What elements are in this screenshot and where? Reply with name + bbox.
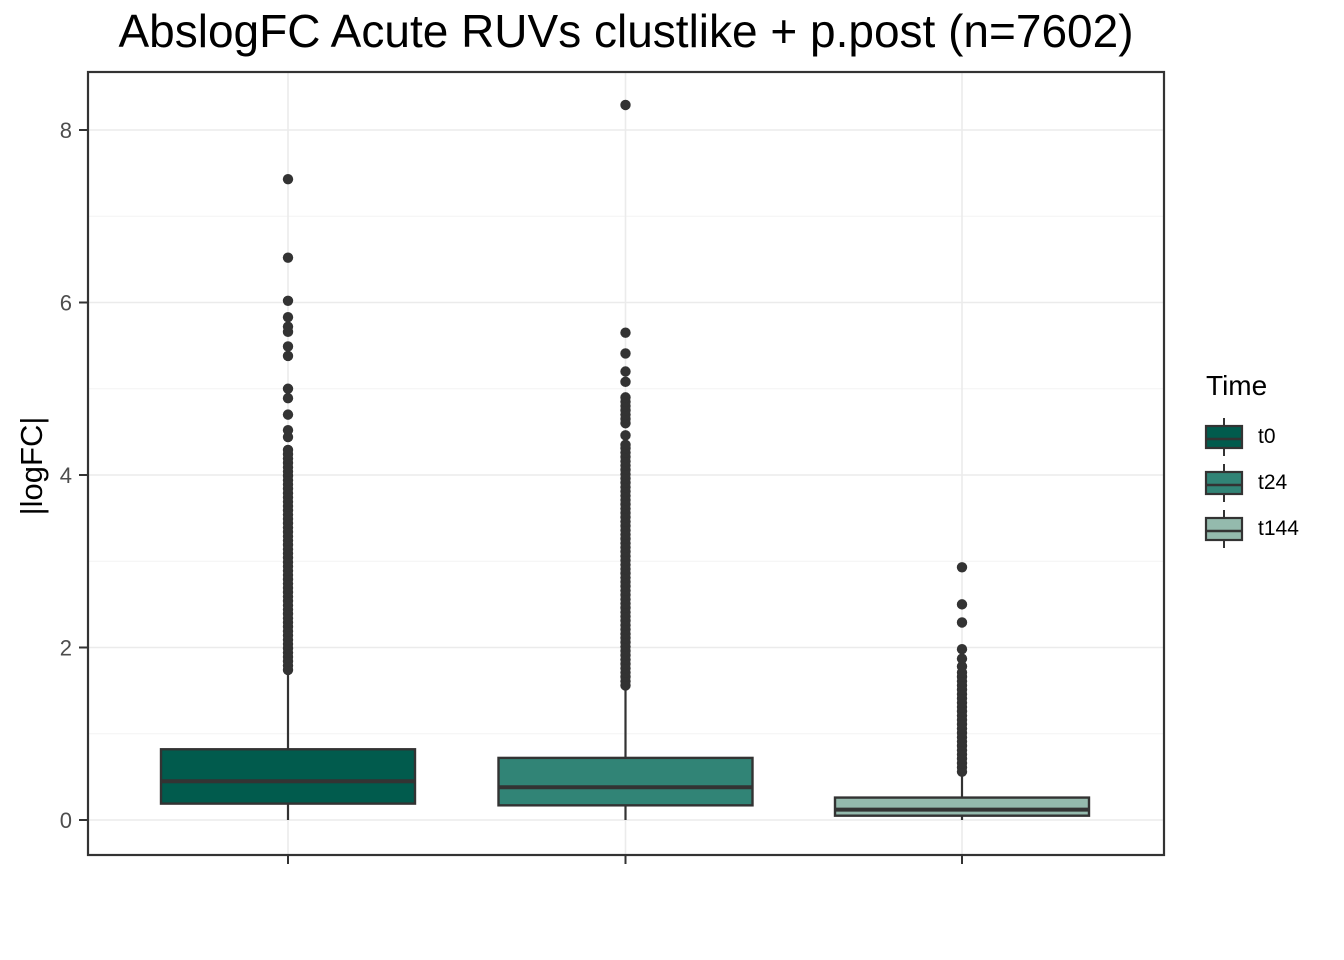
legend-key-part [1204, 424, 1244, 450]
outlier-point [282, 350, 294, 362]
legend-item-label: t144 [1258, 517, 1299, 540]
outlier-point [282, 393, 294, 404]
outlier-point [282, 444, 294, 456]
legend-key-boxplot-icon [1204, 464, 1244, 502]
boxplot-box-t24 [497, 756, 754, 807]
outlier-point [282, 252, 294, 263]
legend-item-label: t0 [1258, 425, 1276, 448]
boxplot-box-t0 [159, 748, 417, 805]
outlier-point [956, 562, 968, 573]
outlier-point [956, 653, 968, 664]
legend-key-part [1204, 470, 1244, 496]
outlier-point [620, 99, 631, 111]
outlier-point [956, 599, 968, 610]
outlier-point [282, 311, 294, 323]
legend-key-boxplot-icon [1204, 418, 1244, 456]
legend-item-t0: t0 [1204, 414, 1299, 460]
y-tick-label: 2 [60, 636, 72, 661]
outlier-point [956, 617, 968, 628]
legend-key-part [1204, 516, 1244, 542]
y-tick-label: 8 [60, 118, 72, 143]
outlier-point [282, 321, 294, 332]
chart-title: AbslogFC Acute RUVs clustlike + p.post (… [118, 5, 1134, 57]
legend-title: Time [1206, 370, 1268, 401]
outlier-point [956, 661, 968, 672]
legend-item-t24: t24 [1204, 460, 1299, 506]
outlier-point [282, 409, 294, 420]
outlier-point [620, 348, 631, 359]
outlier-point [282, 173, 294, 185]
outlier-point [282, 295, 294, 306]
outlier-point [620, 439, 631, 451]
outlier-point [282, 424, 294, 436]
outlier-point [956, 644, 968, 655]
outlier-point [620, 430, 631, 441]
outlier-point [620, 376, 631, 388]
outlier-point [282, 341, 294, 352]
legend-key-boxplot-icon [1204, 510, 1244, 548]
y-tick-label: 6 [60, 291, 72, 316]
legend-item-label: t24 [1258, 471, 1288, 494]
outlier-point [620, 327, 631, 338]
outlier-point [620, 392, 631, 403]
legend-item-t144: t144 [1204, 506, 1299, 552]
y-tick-label: 4 [60, 463, 72, 488]
outlier-point [282, 383, 294, 394]
y-tick-label: 0 [60, 808, 72, 833]
boxplot-box-t144 [833, 796, 1091, 817]
legend: Time t0 t24 t144 [1204, 370, 1299, 552]
outlier-point [620, 366, 631, 377]
